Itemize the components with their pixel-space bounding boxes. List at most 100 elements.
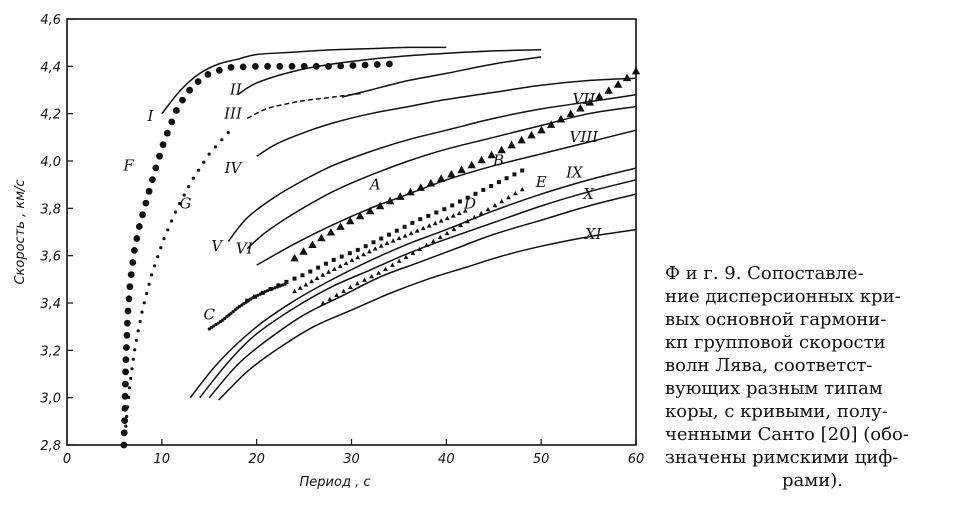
series-d-point <box>378 243 384 248</box>
series-a-point <box>517 135 526 144</box>
plot-frame <box>66 18 637 446</box>
y-tick-label: 3,0 <box>40 392 61 407</box>
series-b-point <box>504 176 509 181</box>
series-f-point <box>152 164 160 172</box>
y-tick-label: 4,2 <box>40 108 61 123</box>
series-g-point <box>202 160 206 164</box>
series-e-point <box>334 292 340 297</box>
series-e-point <box>390 262 395 267</box>
series-d-point <box>450 213 456 218</box>
series-b-point <box>323 261 328 266</box>
series-e-point <box>403 254 409 259</box>
series-f-markers <box>120 60 393 449</box>
series-b-point <box>496 180 501 185</box>
caption-line: вующих разным типам <box>665 378 883 399</box>
series-f-point <box>139 211 147 219</box>
series-e-point <box>465 218 470 224</box>
series-g-point <box>145 291 149 296</box>
series-iv-line <box>256 77 637 157</box>
series-f-point <box>386 60 393 68</box>
series-f-point <box>120 429 128 437</box>
series-f-point <box>373 61 381 68</box>
series-g-point <box>166 228 170 232</box>
series-e-point <box>499 198 505 204</box>
series-a-point <box>326 228 336 236</box>
series-e-point <box>451 226 457 232</box>
series-g-point <box>142 301 146 305</box>
series-a-point <box>290 253 299 262</box>
series-f-point <box>121 392 129 400</box>
series-v-line <box>227 93 637 242</box>
series-c-point <box>242 302 246 306</box>
series-f-point <box>122 356 130 364</box>
series-b-point <box>434 210 439 215</box>
series-e-point <box>341 288 346 293</box>
curve-label-xi: XI <box>584 225 603 243</box>
series-e-point <box>320 300 326 305</box>
series-d-point <box>297 285 303 290</box>
series-a-point <box>396 192 405 200</box>
series-vii-line <box>256 129 637 266</box>
series-i-line <box>161 46 447 115</box>
series-a-point <box>436 174 446 182</box>
series-b-point <box>512 172 517 177</box>
series-c-point <box>237 305 241 309</box>
series-a-point <box>385 196 395 205</box>
series-b-point <box>473 191 478 196</box>
series-g-point <box>191 176 195 180</box>
series-f-point <box>252 63 259 70</box>
y-tick-label: 3,4 <box>40 297 61 312</box>
series-a-point <box>477 155 486 164</box>
series-a-point <box>299 247 308 255</box>
series-f-point <box>145 187 153 195</box>
series-e-point <box>362 277 367 282</box>
series-f-point <box>179 96 186 104</box>
series-f-point <box>288 62 296 70</box>
series-g-point <box>147 282 151 286</box>
series-g-point <box>207 152 211 156</box>
series-f-point <box>312 62 320 70</box>
series-a-point <box>346 216 355 225</box>
caption-line: кп групповой скорости <box>665 332 886 353</box>
series-f-point <box>186 86 194 94</box>
series-a-point <box>585 98 594 106</box>
series-f-point <box>337 62 345 70</box>
x-tick-label: 40 <box>438 452 455 467</box>
series-a-point <box>447 170 456 178</box>
series-a-point <box>467 160 476 169</box>
series-g-point <box>140 310 144 314</box>
caption-line: ние дисперсионных кри- <box>665 286 901 307</box>
curve-label-g: G <box>180 194 192 212</box>
series-g-point <box>131 357 135 361</box>
x-tick-label: 50 <box>533 452 550 467</box>
series-d-point <box>372 246 378 251</box>
x-tick-label: 10 <box>154 452 171 467</box>
series-b-point <box>457 199 462 204</box>
series-b-point <box>442 207 447 212</box>
series-f-point <box>159 141 167 149</box>
figure-caption: Ф и г. 9. Сопоставле- ние дисперсионных … <box>665 262 960 492</box>
series-f-point <box>239 63 247 71</box>
series-c-point <box>256 293 260 297</box>
series-b-point <box>276 283 281 288</box>
series-d-point <box>326 269 331 274</box>
series-e-point <box>492 202 498 208</box>
y-tick-label: 4,6 <box>40 13 61 28</box>
series-b-point <box>331 257 336 262</box>
series-c-markers <box>207 282 287 331</box>
series-b-point <box>379 236 384 241</box>
curve-label-ii: II <box>229 81 243 99</box>
series-a-point <box>375 201 385 210</box>
curve-label-c: C <box>204 306 216 324</box>
series-g-point <box>159 246 163 250</box>
series-b-point <box>426 213 431 218</box>
series-d-point <box>456 210 462 216</box>
series-a-point <box>547 120 556 128</box>
series-d-point <box>361 252 366 257</box>
series-g-point <box>173 210 177 214</box>
series-c-point <box>231 310 235 314</box>
caption-line: вых основной гармони- <box>665 309 887 330</box>
series-d-point <box>444 215 450 221</box>
series-g-point <box>129 376 133 380</box>
